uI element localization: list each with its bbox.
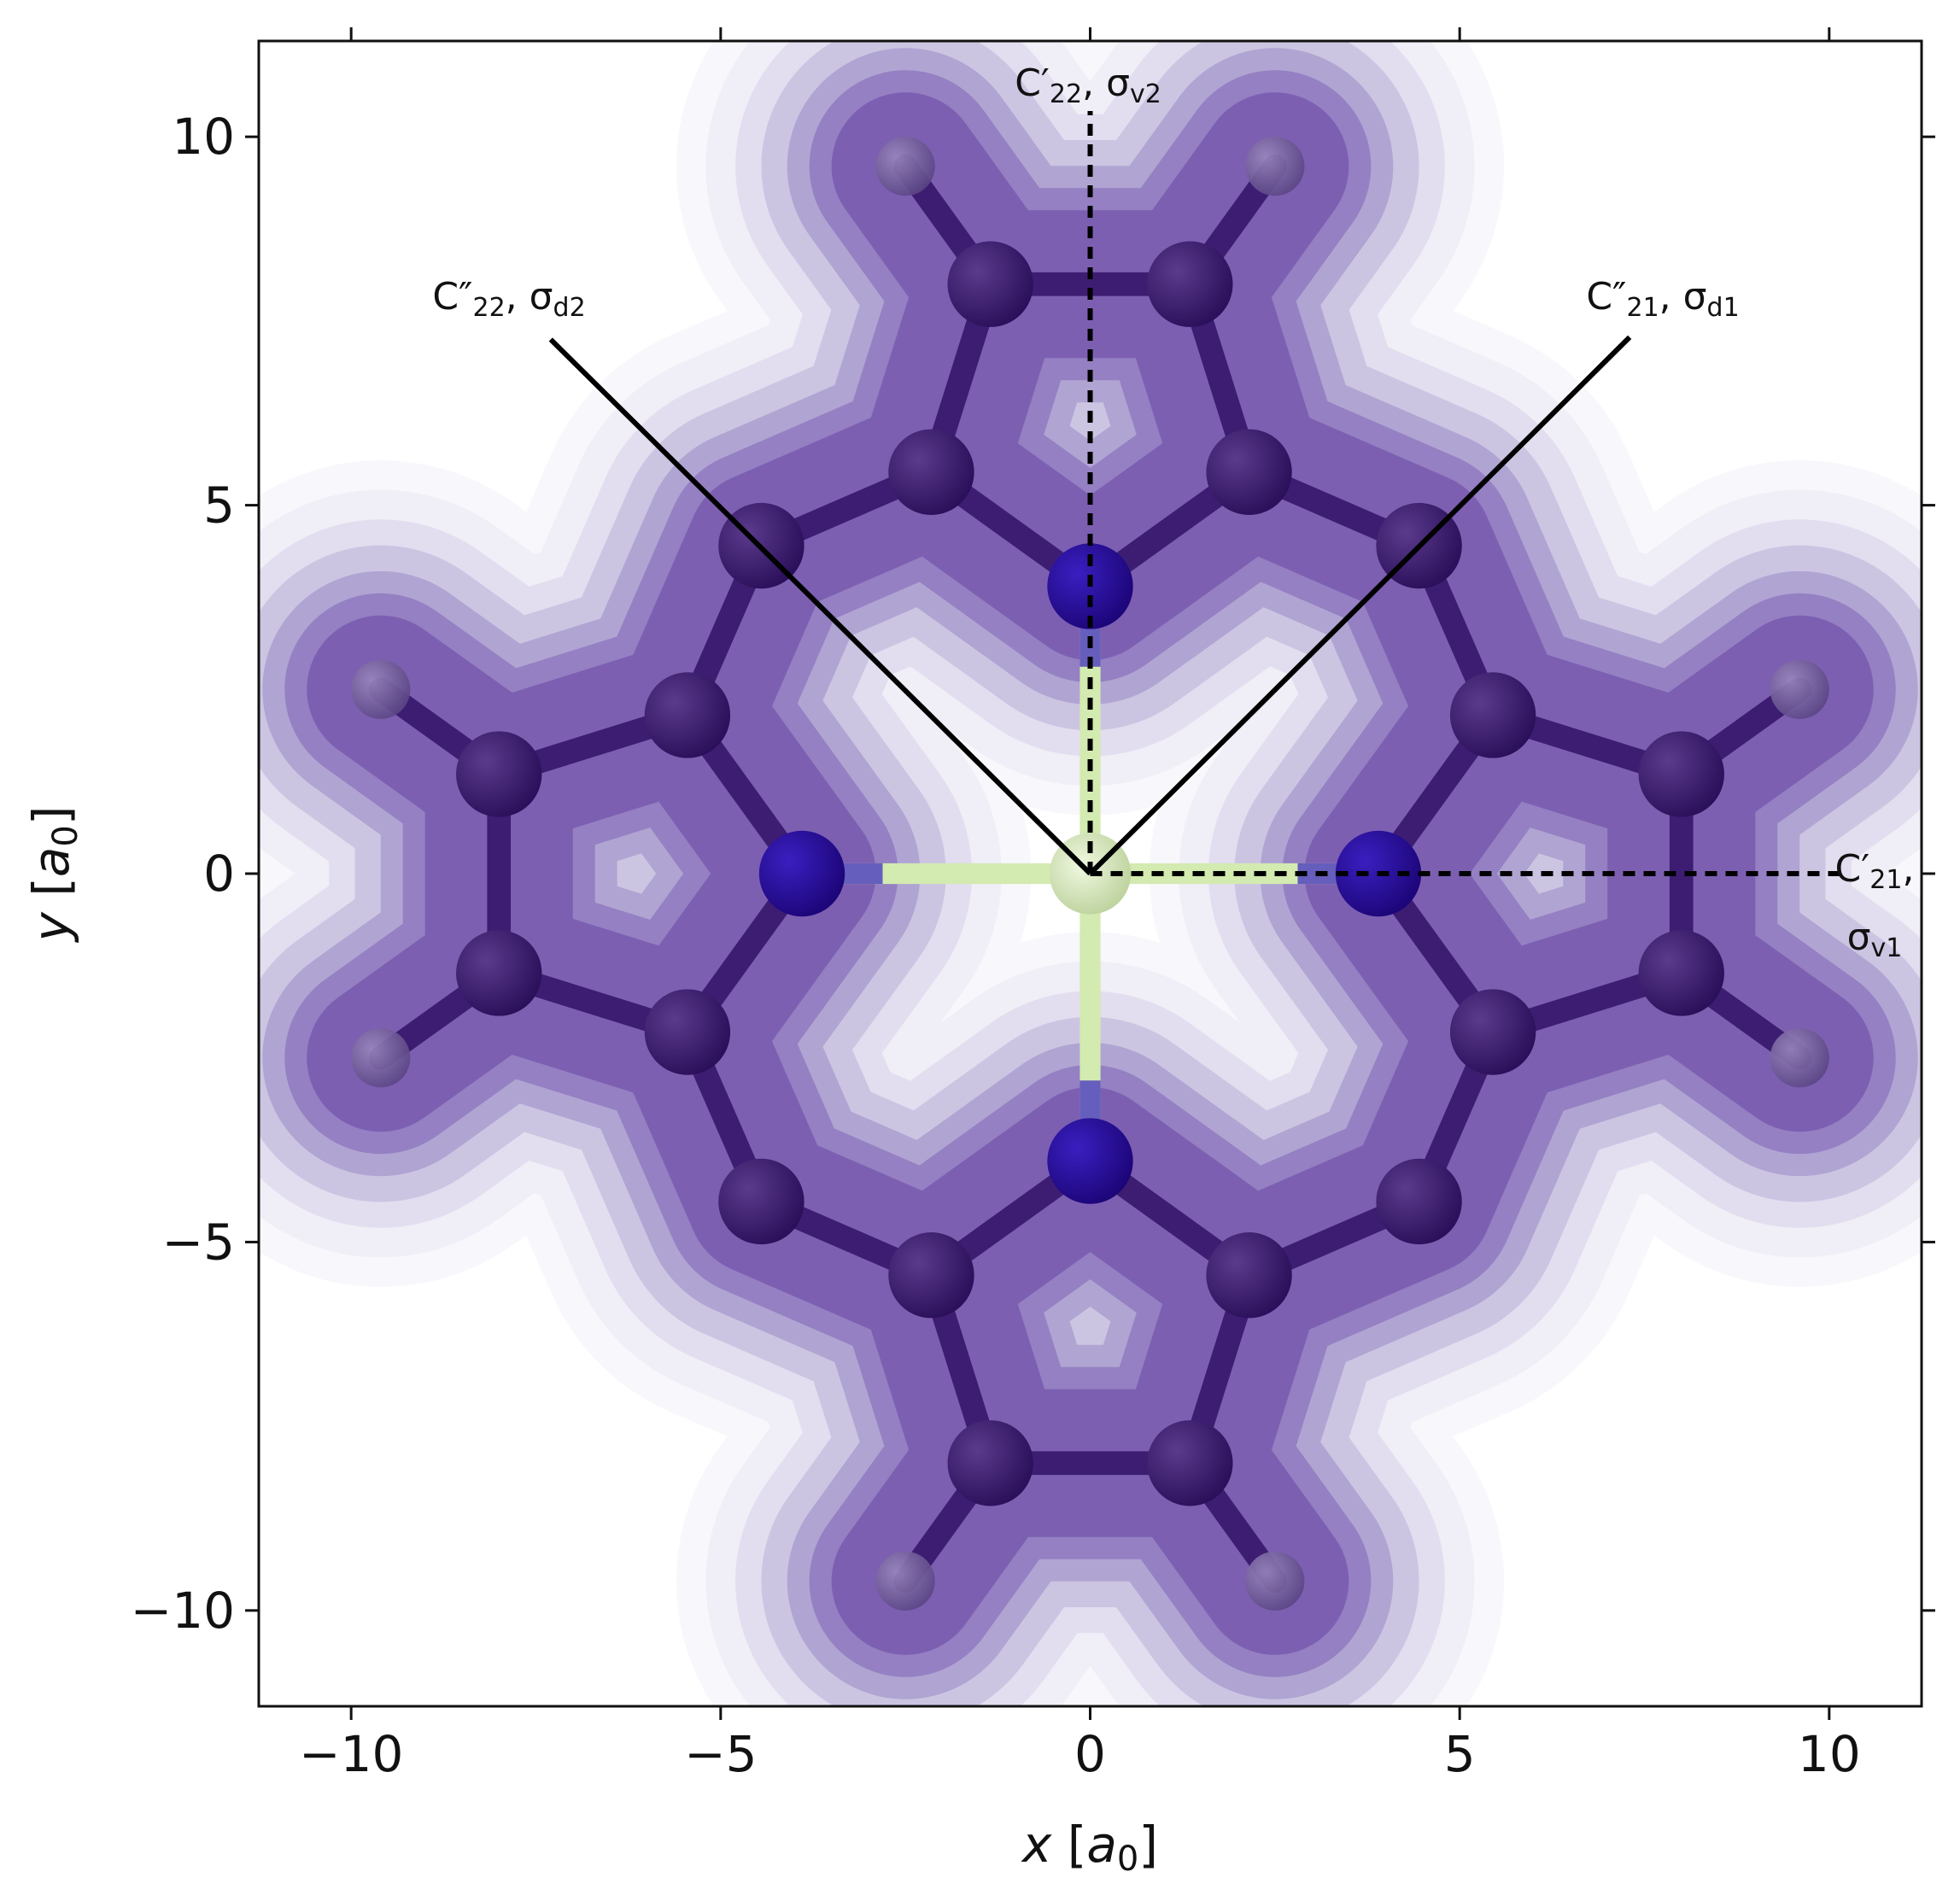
atom (1449, 989, 1536, 1075)
ylabel-label: y [a0] (22, 805, 85, 943)
atom (1770, 659, 1829, 719)
atom (888, 1232, 974, 1319)
atom (1638, 930, 1724, 1016)
atom (875, 1551, 935, 1611)
axis-label-part: 0 (46, 825, 85, 846)
axis-label-part: [ (1051, 1816, 1086, 1874)
annotation-subscript: 21 (1626, 293, 1659, 323)
x-tick-label: 5 (1444, 1725, 1476, 1783)
annotation: C′22, σv2 (1015, 61, 1161, 109)
atom (947, 241, 1033, 327)
atom (1245, 1551, 1305, 1611)
atom (947, 1420, 1033, 1506)
atom (875, 137, 935, 196)
axis-label-part: a (1086, 1816, 1117, 1874)
bond (368, 154, 1812, 1594)
y-tick-label: 10 (172, 108, 235, 166)
annotation: C″21, σd1 (1586, 275, 1739, 323)
y-tick-label: 0 (203, 845, 235, 903)
atom (456, 930, 542, 1016)
annotation-text: , σ (1659, 275, 1707, 319)
annotation-text: , σ (506, 275, 553, 319)
annotation-subscript: v2 (1130, 79, 1161, 109)
annotation-subscript: d1 (1707, 293, 1740, 323)
annotation-text: C′ (1835, 847, 1870, 891)
symmetry-axis (548, 337, 1092, 876)
annotation-text: C″ (1586, 275, 1626, 319)
atom (351, 659, 411, 719)
annotation-text: C′ (1015, 61, 1050, 105)
contour-field (259, 41, 1922, 1706)
atom (456, 731, 542, 817)
atom (1245, 137, 1305, 196)
y-tick-label: −5 (162, 1213, 236, 1271)
x-tick-label: 10 (1798, 1725, 1861, 1783)
atom (1147, 241, 1233, 327)
annotation-subscript: 22 (472, 293, 505, 323)
atom (1206, 1232, 1292, 1319)
atom (1206, 429, 1292, 515)
axis-label-part: ] (1138, 1816, 1158, 1874)
atom (644, 989, 731, 1075)
atom (351, 1028, 411, 1088)
axis-label-part: x (1021, 1816, 1052, 1874)
atom (758, 830, 845, 917)
annotation: C″22, σd2 (432, 275, 585, 323)
x-tick-label: −5 (684, 1725, 758, 1783)
annotation: C′21, (1835, 847, 1915, 895)
annotation-text: , (1902, 847, 1914, 891)
atom (1147, 1420, 1233, 1506)
atom (644, 672, 731, 758)
y-tick-label: −10 (131, 1582, 235, 1640)
atom (1047, 1118, 1133, 1204)
symmetry-axis (1088, 335, 1632, 876)
axis-label-part: ] (22, 805, 80, 825)
atom (1770, 1028, 1829, 1088)
atom (1376, 1158, 1462, 1245)
axis-label-part: 0 (1117, 1839, 1138, 1879)
atom (888, 429, 974, 515)
annotation-subscript: 21 (1869, 865, 1902, 895)
annotation-subscript: 22 (1050, 79, 1082, 109)
x-tick-label: −10 (299, 1725, 403, 1783)
annotation-subscript: d2 (553, 293, 586, 323)
axis-label-part: a (22, 847, 80, 878)
atom (1638, 731, 1724, 817)
xlabel-label: x [a0] (1021, 1816, 1158, 1879)
annotation-subscript: v1 (1871, 933, 1903, 963)
atom (718, 1158, 804, 1245)
atom (1449, 672, 1536, 758)
annotation-text: σ (1847, 915, 1871, 959)
annotation-text: C″ (432, 275, 472, 319)
y-tick-label: 5 (203, 477, 235, 535)
annotation-text: , σ (1082, 61, 1130, 105)
axis-label-part: y (22, 912, 80, 944)
x-tick-label: 0 (1074, 1725, 1106, 1783)
annotation: σv1 (1847, 915, 1903, 963)
axis-label-part: [ (22, 877, 80, 912)
